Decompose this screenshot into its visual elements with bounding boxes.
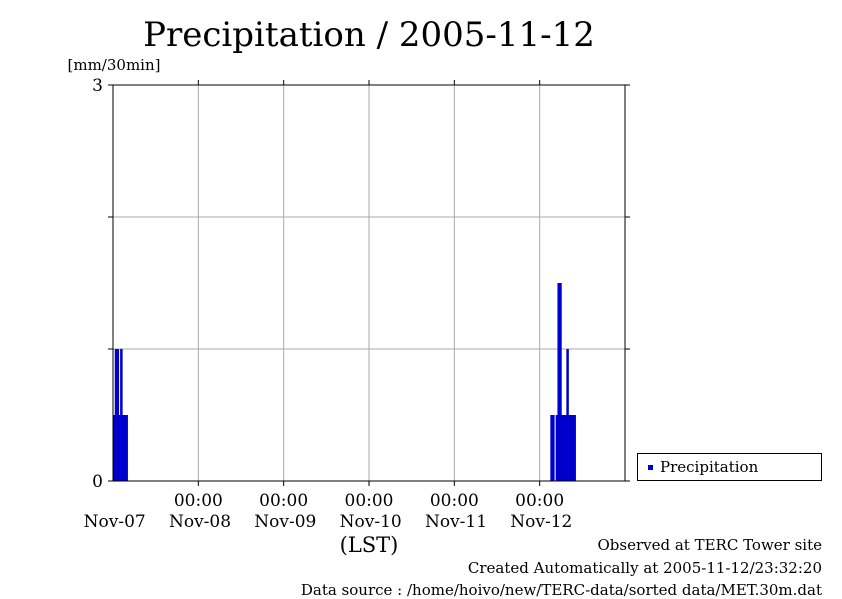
axis-tick-labels: 0 3 00:00 00:00 00:00 00:00 00:00 Nov-07 Nov-08 N… — [84, 76, 573, 532]
axis-ticks — [108, 80, 630, 486]
x-axis-label: (LST) — [340, 533, 399, 557]
bar-0-9 — [552, 415, 555, 481]
bar-0-14 — [562, 415, 566, 481]
x-tick-date-3: Nov-10 — [340, 512, 402, 532]
bars — [113, 283, 576, 481]
x-tick-date-1: Nov-08 — [169, 512, 231, 532]
bar-0-12 — [559, 283, 562, 481]
bar-0-11 — [557, 283, 560, 481]
grid-lines — [113, 85, 625, 481]
x-tick-date-4: Nov-11 — [425, 512, 487, 532]
x-tick-date-5: Nov-12 — [510, 512, 572, 532]
x-tick-time-0: 00:00 — [174, 491, 223, 511]
bar-0-19 — [571, 415, 575, 481]
bar-0-17 — [568, 415, 571, 481]
bar-0-10 — [555, 415, 559, 481]
x-tick-time-3: 00:00 — [430, 491, 479, 511]
bar-0-8 — [550, 415, 553, 481]
bar-0-4 — [120, 349, 123, 481]
legend-swatch-precipitation — [648, 465, 653, 470]
bar-0-15 — [564, 415, 568, 481]
x-tick-date-0: Nov-07 — [84, 512, 146, 532]
bar-0-5 — [121, 415, 125, 481]
x-tick-time-4: 00:00 — [515, 491, 564, 511]
x-tick-time-1: 00:00 — [259, 491, 308, 511]
bar-0-0 — [113, 415, 116, 481]
legend: Precipitation — [637, 453, 822, 481]
bar-0-13 — [561, 415, 564, 481]
bar-0-1 — [114, 349, 118, 481]
bar-0-20 — [573, 415, 576, 481]
footer-created: Created Automatically at 2005-11-12/23:3… — [467, 559, 822, 577]
y-axis-label: [mm/30min] — [68, 56, 161, 74]
bar-0-7 — [125, 415, 128, 481]
bar-0-16 — [566, 349, 569, 481]
bar-0-3 — [118, 415, 121, 481]
bar-0-2 — [116, 349, 120, 481]
bar-0-18 — [569, 415, 573, 481]
legend-label-precipitation: Precipitation — [660, 458, 759, 476]
x-tick-time-2: 00:00 — [345, 491, 394, 511]
footer-site: Observed at TERC Tower site — [597, 536, 822, 554]
chart-title: Precipitation / 2005-11-12 — [143, 15, 595, 55]
x-tick-date-2: Nov-09 — [254, 512, 316, 532]
footer-source: Data source : /home/hoivo/new/TERC-data/… — [300, 581, 822, 599]
y-tick-label-0: 0 — [92, 472, 103, 492]
bar-0-6 — [123, 415, 127, 481]
y-tick-label-1: 3 — [92, 76, 103, 96]
